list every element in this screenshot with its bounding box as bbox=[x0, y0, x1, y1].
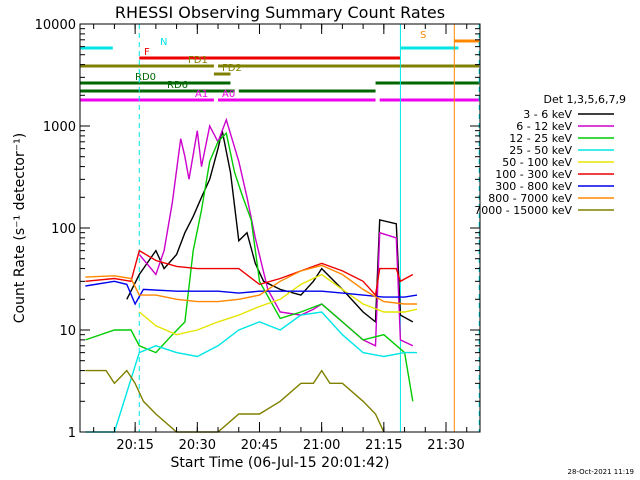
y-tick-label: 1 bbox=[68, 426, 76, 441]
legend-entry: 100 - 300 keV bbox=[495, 168, 572, 181]
flag-label: S bbox=[420, 30, 426, 41]
x-tick-label: 21:30 bbox=[427, 438, 464, 453]
legend-entry: 6 - 12 keV bbox=[516, 120, 572, 133]
flag-label: RD0 bbox=[135, 72, 156, 83]
legend-entry: 3 - 6 keV bbox=[523, 108, 572, 121]
x-tick-label: 20:15 bbox=[116, 438, 153, 453]
flag-label: F bbox=[144, 47, 150, 58]
flag-layer: NF S FD1 FD2 RD0 RD6 A1 A0 bbox=[80, 30, 480, 102]
flag-label: N bbox=[160, 37, 167, 48]
flag-label: FD2 bbox=[222, 63, 242, 74]
x-tick-label: 21:15 bbox=[365, 438, 402, 453]
series-line bbox=[138, 117, 414, 347]
x-axis-label: Start Time (06-Jul-15 20:01:42) bbox=[170, 455, 389, 471]
timestamp-stamp: 28-Oct-2021 11:19 bbox=[568, 468, 634, 476]
plot-frame bbox=[79, 23, 481, 433]
legend-entry: 12 - 25 keV bbox=[509, 132, 572, 145]
axis-layer: 1 10 100 1000 10000 20:15 20:30 20:45 21:00 21:15… bbox=[35, 18, 481, 453]
flag-label: A0 bbox=[222, 89, 235, 100]
series-line bbox=[126, 130, 414, 324]
series-line bbox=[85, 131, 414, 402]
legend-entry: 25 - 50 keV bbox=[509, 144, 572, 157]
y-axis-label: Count Rate (s⁻¹ detector⁻¹) bbox=[12, 133, 28, 323]
series-line bbox=[85, 264, 417, 305]
y-tick-label: 100 bbox=[51, 222, 76, 237]
y-tick-label: 10000 bbox=[35, 18, 76, 33]
series-line bbox=[85, 311, 417, 433]
legend-header: Det 1,3,5,6,7,9 bbox=[543, 93, 626, 106]
series-layer bbox=[85, 117, 418, 433]
legend-entry: 300 - 800 keV bbox=[495, 180, 572, 193]
series-line bbox=[85, 280, 418, 306]
series-line bbox=[85, 369, 385, 433]
legend-entry: 800 - 7000 keV bbox=[488, 192, 572, 205]
x-tick-label: 21:00 bbox=[303, 438, 340, 453]
series-line bbox=[85, 249, 414, 297]
chart-title: RHESSI Observing Summary Count Rates bbox=[115, 3, 445, 22]
flag-label: A1 bbox=[195, 89, 208, 100]
event-layer bbox=[138, 24, 480, 432]
y-tick-label: 1000 bbox=[43, 120, 76, 135]
legend-entry: 7000 - 15000 keV bbox=[474, 204, 572, 217]
flag-label: FD1 bbox=[188, 55, 208, 66]
legend-entry: 50 - 100 keV bbox=[502, 156, 572, 169]
series-line bbox=[138, 273, 418, 336]
y-tick-label: 10 bbox=[59, 324, 76, 339]
x-tick-label: 20:30 bbox=[179, 438, 216, 453]
x-tick-label: 20:45 bbox=[241, 438, 278, 453]
flag-label: RD6 bbox=[167, 80, 188, 91]
